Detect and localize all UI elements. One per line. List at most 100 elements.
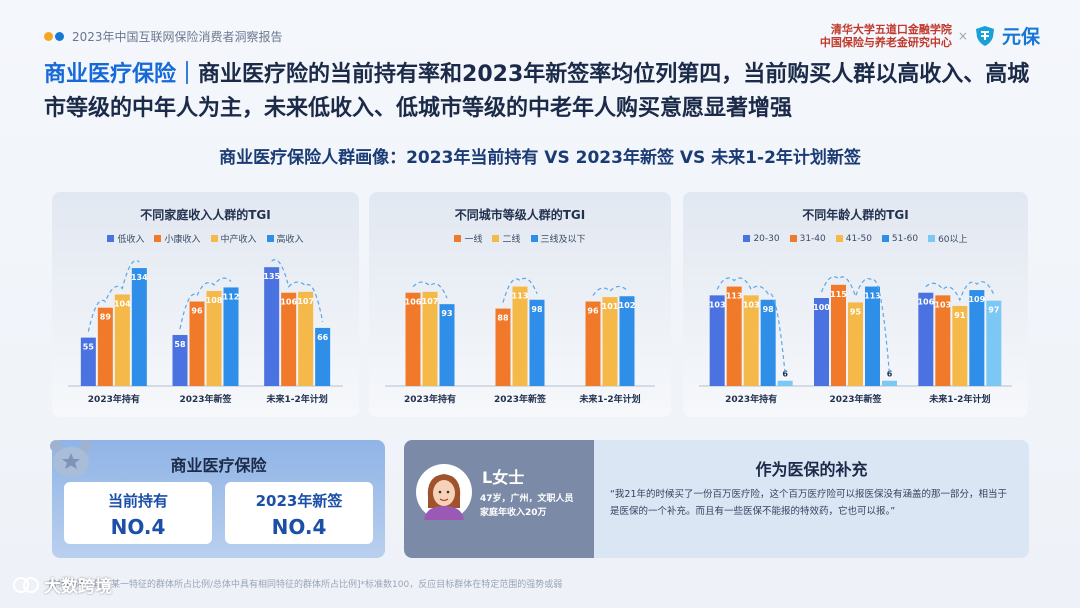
separator: × xyxy=(957,28,968,43)
bar xyxy=(281,292,297,386)
bear-mascot-icon xyxy=(50,440,92,477)
bar-value-label: 103 xyxy=(743,300,760,309)
legend-item: 60以上 xyxy=(928,232,968,245)
legend-item: 41-50 xyxy=(835,232,872,245)
legend-item: 31-40 xyxy=(789,232,826,245)
trend-line xyxy=(502,277,538,303)
persona-age-city-job: 47岁，广州，文职人员 xyxy=(480,494,574,504)
persona-profile: L女士 47岁，广州，文职人员 家庭年收入20万 xyxy=(404,440,594,558)
bar xyxy=(512,286,528,386)
tgi-footnote: 目标群体中具有某一特征的群体所占比例/总体中具有相同特征的群体所占比例]*标准数… xyxy=(48,580,563,590)
age-tgi-chart: 不同年龄人群的TGI 20-30 31-40 41-50 51-60 60以上 103 1… xyxy=(683,192,1028,417)
legend-item: 高收入 xyxy=(266,232,304,245)
bar-value-label: 134 xyxy=(131,273,148,282)
bar-value-label: 102 xyxy=(619,301,636,310)
report-header: 2023年中国互联网保险消费者洞察报告 xyxy=(44,28,283,45)
bar xyxy=(264,267,280,386)
legend-label: 51-60 xyxy=(891,233,919,244)
legend-label: 小康收入 xyxy=(164,235,201,245)
bar xyxy=(935,295,951,386)
blue-dot-icon xyxy=(55,32,64,41)
bar-value-label: 98 xyxy=(531,305,543,314)
trend-line xyxy=(925,281,995,302)
bar xyxy=(848,302,863,386)
bar-value-label: 106 xyxy=(405,298,422,307)
trend-line xyxy=(820,276,891,375)
persona-quote-card: L女士 47岁，广州，文职人员 家庭年收入20万 作为医保的补充 “我21年的时… xyxy=(404,440,1029,558)
headline-text: 商业医疗险的当前持有率和2023年新签率均位列第四，当前购买人群以高收入、高城市… xyxy=(44,62,1030,121)
bar xyxy=(315,327,331,386)
report-name: 2023年中国互联网保险消费者洞察报告 xyxy=(72,30,283,44)
shield-logo-icon xyxy=(975,25,994,46)
brand-name: 元保 xyxy=(1001,26,1040,48)
bar xyxy=(206,290,222,386)
chart-legend: 一线 二线 三线及以下 xyxy=(369,232,671,245)
legend-label: 20-30 xyxy=(753,233,780,244)
orange-dot-icon xyxy=(44,32,53,41)
bar xyxy=(97,307,113,386)
persona-name: L女士 xyxy=(482,468,525,487)
legend-swatch xyxy=(789,235,797,242)
bar-value-label: 104 xyxy=(114,299,131,308)
bar xyxy=(189,301,205,386)
legend-label: 31-40 xyxy=(799,233,826,244)
holding-rank-box: 当前持有 NO.4 xyxy=(64,482,212,544)
bar xyxy=(969,290,985,386)
legend-swatch xyxy=(266,235,274,242)
city-tier-tgi-chart: 不同城市等级人群的TGI 一线 二线 三线及以下 106 107 93 2023年持有 88… xyxy=(369,192,671,417)
trend-line xyxy=(87,260,140,332)
category-label: 未来1-2年计划 xyxy=(928,393,990,405)
legend-label: 一线 xyxy=(464,235,483,245)
organization-logos: 清华大学五道口金融学院 中国保险与养老金研究中心 × 元保 xyxy=(820,22,1040,49)
legend-item: 中产收入 xyxy=(210,232,257,245)
bar-value-label: 103 xyxy=(709,300,726,309)
new-sign-rank-box: 2023年新签 NO.4 xyxy=(225,482,373,544)
trend-line xyxy=(271,259,324,323)
institute-name: 清华大学五道口金融学院 中国保险与养老金研究中心 xyxy=(820,23,952,49)
bar-value-label: 58 xyxy=(174,340,186,349)
bar xyxy=(405,292,421,386)
institute-line-2: 中国保险与养老金研究中心 xyxy=(819,35,952,49)
legend-swatch xyxy=(107,235,115,242)
holding-rank-label: 当前持有 xyxy=(107,492,168,510)
bar xyxy=(918,292,934,386)
income-tgi-chart: 不同家庭收入人群的TGI 低收入 小康收入 中产收入 高收入 55 89 104 134 20… xyxy=(52,192,359,417)
page-headline: 商业医疗保险｜商业医疗险的当前持有率和2023年新签率均位列第四，当前购买人群以… xyxy=(44,58,1044,126)
new-sign-rank-label: 2023年新签 xyxy=(255,492,343,510)
bar-value-label: 106 xyxy=(280,298,297,307)
bar-value-label: 113 xyxy=(726,292,743,301)
bar xyxy=(114,294,130,386)
institute-line-1: 清华大学五道口金融学院 xyxy=(830,22,952,36)
bar xyxy=(80,337,96,386)
quote-text: “我21年的时候买了一份百万医疗险，这个百万医疗险可以报医保没有涵盖的那一部分，… xyxy=(610,489,1008,517)
bar-value-label: 96 xyxy=(191,307,203,316)
legend-label: 高收入 xyxy=(276,235,304,245)
bar-value-label: 88 xyxy=(497,314,509,323)
bar xyxy=(602,297,618,386)
bar-value-label: 112 xyxy=(223,292,240,301)
trend-line xyxy=(592,285,628,296)
bar-value-label: 93 xyxy=(441,309,452,318)
watermark-logo-icon xyxy=(13,576,39,593)
category-label: 2023年持有 xyxy=(404,393,456,405)
category-label: 未来1-2年计划 xyxy=(578,393,640,405)
chart-legend: 20-30 31-40 41-50 51-60 60以上 xyxy=(683,232,1028,245)
legend-swatch xyxy=(492,235,500,242)
bar-value-label: 109 xyxy=(968,295,985,304)
persona-income: 家庭年收入20万 xyxy=(480,508,547,518)
bar xyxy=(495,308,511,386)
chart-title: 不同城市等级人群的TGI xyxy=(454,208,586,222)
bar xyxy=(831,284,846,386)
legend-item: 二线 xyxy=(492,232,521,245)
bar-value-label: 115 xyxy=(830,290,847,299)
woman-avatar-icon xyxy=(416,464,472,520)
bar xyxy=(131,268,147,386)
watermark: 大数跨境 xyxy=(12,572,112,597)
legend-swatch xyxy=(454,235,462,242)
legend-swatch xyxy=(835,235,843,242)
legend-item: 20-30 xyxy=(743,232,780,245)
bar-value-label: 6 xyxy=(887,370,893,379)
bar-value-label: 55 xyxy=(83,343,95,352)
